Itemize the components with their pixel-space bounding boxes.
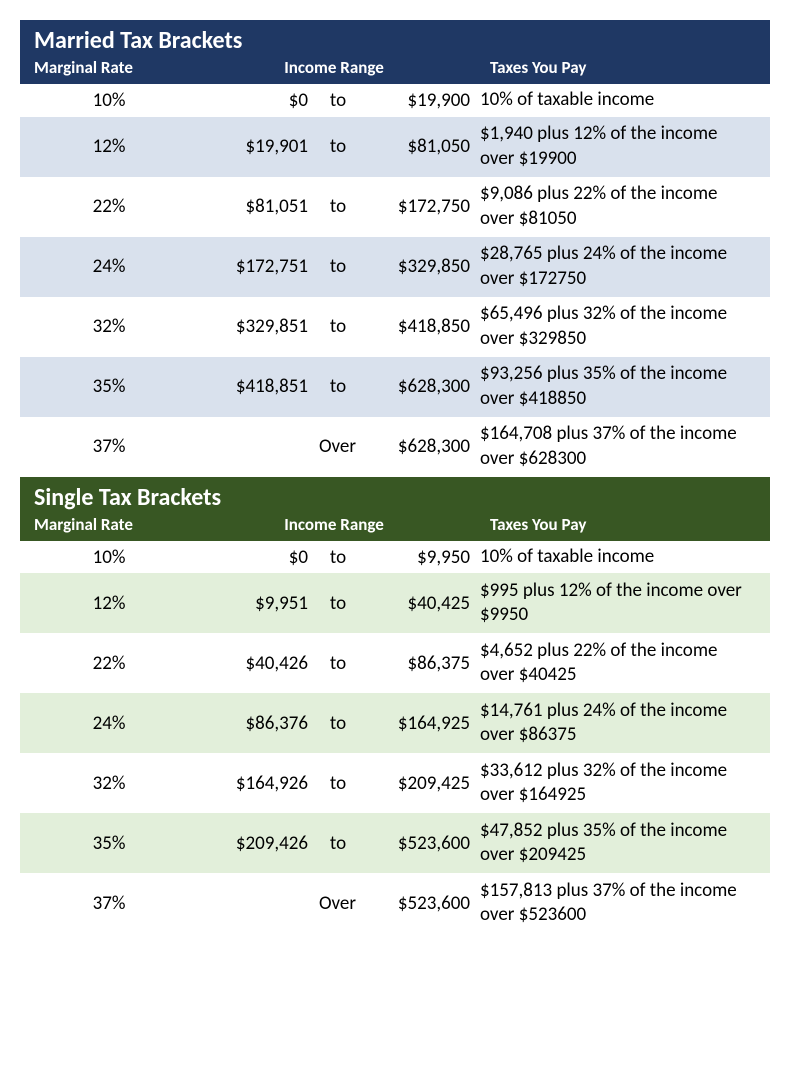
column-headers: Marginal RateIncome RangeTaxes You Pay — [20, 57, 770, 84]
cell-rate: 22% — [34, 195, 184, 218]
cell-low: $418,851 — [184, 375, 314, 398]
cell-over-label: Over — [184, 435, 362, 458]
cell-to: to — [314, 712, 362, 735]
cell-taxes-you-pay: $9,086 plus 22% of the income over $8105… — [474, 182, 756, 231]
table-row: 22%$40,426to$86,375$4,652 plus 22% of th… — [20, 633, 770, 693]
single-tax-section: Single Tax BracketsMarginal RateIncome R… — [20, 477, 770, 934]
cell-rate: 32% — [34, 772, 184, 795]
column-headers: Marginal RateIncome RangeTaxes You Pay — [20, 514, 770, 541]
header-rate: Marginal Rate — [34, 57, 184, 78]
cell-low: $9,951 — [184, 592, 314, 615]
table-row: 24%$172,751to$329,850$28,765 plus 24% of… — [20, 237, 770, 297]
cell-over-label: Over — [184, 892, 362, 915]
cell-high: $172,750 — [362, 195, 474, 218]
cell-high: $329,850 — [362, 255, 474, 278]
cell-rate: 24% — [34, 712, 184, 735]
cell-taxes-you-pay: $28,765 plus 24% of the income over $172… — [474, 242, 756, 291]
cell-high: $40,425 — [362, 592, 474, 615]
cell-taxes-you-pay: $4,652 plus 22% of the income over $4042… — [474, 639, 756, 688]
cell-taxes-you-pay: $995 plus 12% of the income over $9950 — [474, 579, 756, 628]
cell-taxes-you-pay: $93,256 plus 35% of the income over $418… — [474, 362, 756, 411]
table-row: 35%$418,851to$628,300$93,256 plus 35% of… — [20, 357, 770, 417]
cell-low: $86,376 — [184, 712, 314, 735]
cell-rate: 10% — [34, 89, 184, 112]
table-row: 35%$209,426to$523,600$47,852 plus 35% of… — [20, 813, 770, 873]
cell-low: $0 — [184, 89, 314, 112]
cell-rate: 24% — [34, 255, 184, 278]
table-row: 10%$0to$19,90010% of taxable income — [20, 84, 770, 117]
cell-to: to — [314, 772, 362, 795]
cell-high: $9,950 — [362, 546, 474, 569]
cell-to: to — [314, 255, 362, 278]
cell-rate: 37% — [34, 435, 184, 458]
cell-high: $164,925 — [362, 712, 474, 735]
married-tax-section: Married Tax BracketsMarginal RateIncome … — [20, 20, 770, 477]
cell-low: $329,851 — [184, 315, 314, 338]
cell-low: $40,426 — [184, 652, 314, 675]
table-row: 22%$81,051to$172,750$9,086 plus 22% of t… — [20, 177, 770, 237]
cell-rate: 35% — [34, 832, 184, 855]
cell-rate: 32% — [34, 315, 184, 338]
cell-taxes-you-pay: $65,496 plus 32% of the income over $329… — [474, 302, 756, 351]
cell-over-value: $523,600 — [362, 892, 474, 915]
table-row: 12%$19,901to$81,050$1,940 plus 12% of th… — [20, 117, 770, 177]
cell-high: $628,300 — [362, 375, 474, 398]
header-rate: Marginal Rate — [34, 514, 184, 535]
cell-high: $86,375 — [362, 652, 474, 675]
cell-low: $164,926 — [184, 772, 314, 795]
cell-rate: 37% — [34, 892, 184, 915]
cell-to: to — [314, 592, 362, 615]
cell-over-value: $628,300 — [362, 435, 474, 458]
cell-taxes-you-pay: 10% of taxable income — [474, 545, 756, 570]
cell-to: to — [314, 375, 362, 398]
table-row: 10%$0to$9,95010% of taxable income — [20, 541, 770, 574]
cell-taxes-you-pay: $164,708 plus 37% of the income over $62… — [474, 422, 756, 471]
header-pay: Taxes You Pay — [484, 514, 756, 535]
cell-to: to — [314, 195, 362, 218]
header-pay: Taxes You Pay — [484, 57, 756, 78]
cell-rate: 35% — [34, 375, 184, 398]
cell-low: $172,751 — [184, 255, 314, 278]
cell-rate: 12% — [34, 592, 184, 615]
cell-taxes-you-pay: $157,813 plus 37% of the income over $52… — [474, 879, 756, 928]
cell-low: $19,901 — [184, 135, 314, 158]
cell-to: to — [314, 546, 362, 569]
cell-taxes-you-pay: $33,612 plus 32% of the income over $164… — [474, 759, 756, 808]
cell-low: $81,051 — [184, 195, 314, 218]
cell-to: to — [314, 135, 362, 158]
header-range: Income Range — [184, 57, 484, 78]
cell-high: $19,900 — [362, 89, 474, 112]
tax-brackets-document: Married Tax BracketsMarginal RateIncome … — [20, 20, 770, 933]
header-range: Income Range — [184, 514, 484, 535]
table-row: 12%$9,951to$40,425$995 plus 12% of the i… — [20, 573, 770, 633]
cell-low: $209,426 — [184, 832, 314, 855]
cell-to: to — [314, 89, 362, 112]
table-row: 37%Over$628,300$164,708 plus 37% of the … — [20, 417, 770, 477]
table-row: 37%Over$523,600$157,813 plus 37% of the … — [20, 873, 770, 933]
cell-taxes-you-pay: $1,940 plus 12% of the income over $1990… — [474, 122, 756, 171]
cell-rate: 22% — [34, 652, 184, 675]
cell-low: $0 — [184, 546, 314, 569]
cell-taxes-you-pay: $14,761 plus 24% of the income over $863… — [474, 699, 756, 748]
table-row: 24%$86,376to$164,925$14,761 plus 24% of … — [20, 693, 770, 753]
cell-to: to — [314, 652, 362, 675]
cell-rate: 10% — [34, 546, 184, 569]
cell-rate: 12% — [34, 135, 184, 158]
cell-high: $209,425 — [362, 772, 474, 795]
cell-to: to — [314, 832, 362, 855]
cell-high: $81,050 — [362, 135, 474, 158]
cell-high: $523,600 — [362, 832, 474, 855]
cell-to: to — [314, 315, 362, 338]
table-row: 32%$329,851to$418,850$65,496 plus 32% of… — [20, 297, 770, 357]
section-title: Single Tax Brackets — [20, 477, 770, 514]
section-title: Married Tax Brackets — [20, 20, 770, 57]
cell-taxes-you-pay: $47,852 plus 35% of the income over $209… — [474, 819, 756, 868]
cell-high: $418,850 — [362, 315, 474, 338]
table-row: 32%$164,926to$209,425$33,612 plus 32% of… — [20, 753, 770, 813]
cell-taxes-you-pay: 10% of taxable income — [474, 88, 756, 113]
